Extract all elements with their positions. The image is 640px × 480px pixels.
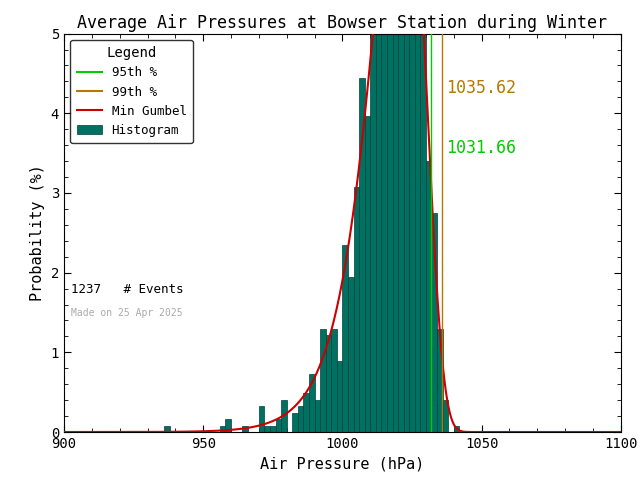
Bar (370, 0, 376, 432)
Bar (443, 400, 448, 432)
Bar (314, 400, 320, 432)
Bar (376, 0, 381, 432)
Bar (454, 426, 460, 432)
Bar (426, 161, 431, 432)
Bar (332, 329, 337, 432)
Bar (276, 419, 281, 432)
Bar (342, 245, 348, 432)
Bar (359, 78, 365, 432)
X-axis label: Air Pressure (hPa): Air Pressure (hPa) (260, 456, 424, 471)
Bar (292, 413, 298, 432)
Bar (326, 336, 332, 432)
Bar (392, 0, 398, 432)
Bar (381, 0, 387, 432)
Y-axis label: Probability (%): Probability (%) (30, 164, 45, 301)
Bar (281, 400, 287, 432)
Bar (365, 116, 370, 432)
Bar (420, 0, 426, 432)
Text: 1035.62: 1035.62 (445, 79, 516, 97)
Bar (398, 0, 404, 432)
Title: Average Air Pressures at Bowser Station during Winter: Average Air Pressures at Bowser Station … (77, 14, 607, 32)
Bar (431, 213, 437, 432)
Legend: 95th %, 99th %, Min Gumbel, Histogram: 95th %, 99th %, Min Gumbel, Histogram (70, 40, 193, 144)
Text: 1237   # Events: 1237 # Events (71, 283, 184, 296)
Bar (337, 361, 342, 432)
Bar (320, 329, 326, 432)
Bar (264, 426, 270, 432)
Bar (309, 374, 314, 432)
Bar (225, 419, 231, 432)
Bar (353, 187, 359, 432)
Text: 1031.66: 1031.66 (445, 139, 516, 157)
Bar (242, 426, 248, 432)
Bar (409, 0, 415, 432)
Bar (437, 329, 443, 432)
Text: Made on 25 Apr 2025: Made on 25 Apr 2025 (71, 309, 183, 319)
Bar (164, 426, 170, 432)
Bar (404, 0, 409, 432)
Bar (220, 426, 225, 432)
Bar (298, 406, 303, 432)
Bar (303, 393, 309, 432)
Bar (348, 277, 353, 432)
Bar (270, 426, 276, 432)
Bar (387, 0, 392, 432)
Bar (259, 406, 264, 432)
Bar (415, 0, 420, 432)
